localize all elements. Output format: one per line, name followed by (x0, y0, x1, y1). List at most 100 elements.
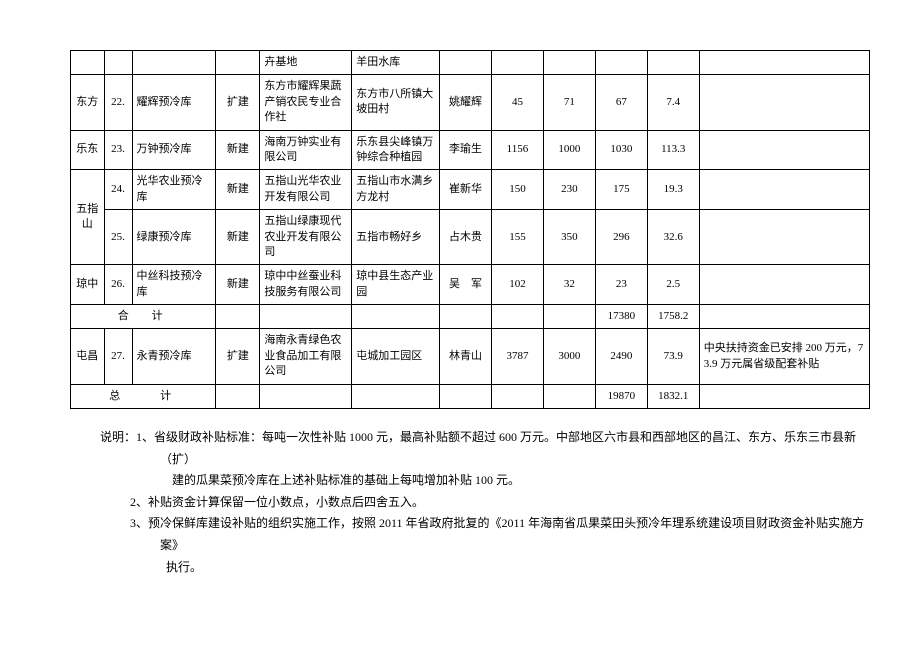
cell: 27. (104, 329, 132, 384)
region-cell: 乐东 (71, 130, 105, 170)
cell (352, 384, 440, 408)
cell: 150 (492, 170, 544, 210)
cell: 姚耀辉 (440, 75, 492, 130)
cell: 2.5 (647, 265, 699, 305)
cell: 海南万钟实业有限公司 (260, 130, 352, 170)
cell: 扩建 (216, 75, 260, 130)
table-row: 合 计173801758.2 (71, 305, 870, 329)
cell: 25. (104, 210, 132, 265)
cell: 71 (543, 75, 595, 130)
cell (352, 305, 440, 329)
cell (543, 305, 595, 329)
table-row: 总 计198701832.1 (71, 384, 870, 408)
table-row: 五指山24.光华农业预冷库新建五指山光华农业开发有限公司五指山市水满乡方龙村崔新… (71, 170, 870, 210)
table-row: 乐东23.万钟预冷库新建海南万钟实业有限公司乐东县尖峰镇万钟综合种植园李瑜生11… (71, 130, 870, 170)
cell (543, 384, 595, 408)
cell: 24. (104, 170, 132, 210)
cell: 永青预冷库 (132, 329, 216, 384)
note-2: 2、补贴资金计算保留一位小数点，小数点后四舍五入。 (100, 492, 870, 514)
cell: 3000 (543, 329, 595, 384)
cell (104, 51, 132, 75)
cell (132, 51, 216, 75)
cell: 扩建 (216, 329, 260, 384)
table-row: 琼中26.中丝科技预冷库新建琼中中丝蚕业科技服务有限公司琼中县生态产业园吴 军1… (71, 265, 870, 305)
cell: 3787 (492, 329, 544, 384)
cell: 卉基地 (260, 51, 352, 75)
cell (699, 170, 869, 210)
cell: 26. (104, 265, 132, 305)
region-cell (71, 51, 105, 75)
cell: 1758.2 (647, 305, 699, 329)
cell: 海南永青绿色农业食品加工有限公司 (260, 329, 352, 384)
cell: 230 (543, 170, 595, 210)
cell: 7.4 (647, 75, 699, 130)
cell: 155 (492, 210, 544, 265)
cell: 崔新华 (440, 170, 492, 210)
cell: 羊田水库 (352, 51, 440, 75)
total-label: 总 计 (71, 384, 216, 408)
note-3a: 3、预冷保鲜库建设补贴的组织实施工作，按照 2011 年省政府批复的《2011 … (100, 513, 870, 556)
cell: 琼中中丝蚕业科技服务有限公司 (260, 265, 352, 305)
notes-block: 说明：1、省级财政补贴标准：每吨一次性补贴 1000 元，最高补贴额不超过 60… (70, 427, 870, 578)
cell: 绿康预冷库 (132, 210, 216, 265)
cell (492, 51, 544, 75)
cell (699, 384, 869, 408)
cell: 102 (492, 265, 544, 305)
cell (699, 265, 869, 305)
cell: 五指山光华农业开发有限公司 (260, 170, 352, 210)
table-row: 25.绿康预冷库新建五指山绿康现代农业开发有限公司五指市畅好乡占木贵155350… (71, 210, 870, 265)
cell: 32 (543, 265, 595, 305)
subsidy-table: 卉基地羊田水库东方22.耀辉预冷库扩建东方市耀辉果蔬产销农民专业合作社东方市八所… (70, 50, 870, 409)
cell: 新建 (216, 265, 260, 305)
cell (440, 305, 492, 329)
cell (440, 51, 492, 75)
cell: 1030 (595, 130, 647, 170)
cell: 1156 (492, 130, 544, 170)
cell (699, 51, 869, 75)
table-row: 东方22.耀辉预冷库扩建东方市耀辉果蔬产销农民专业合作社东方市八所镇大坡田村姚耀… (71, 75, 870, 130)
cell: 中丝科技预冷库 (132, 265, 216, 305)
cell: 2490 (595, 329, 647, 384)
cell: 45 (492, 75, 544, 130)
region-cell: 琼中 (71, 265, 105, 305)
cell: 新建 (216, 130, 260, 170)
cell: 耀辉预冷库 (132, 75, 216, 130)
cell: 乐东县尖峰镇万钟综合种植园 (352, 130, 440, 170)
cell: 李瑜生 (440, 130, 492, 170)
cell (216, 384, 260, 408)
region-cell: 东方 (71, 75, 105, 130)
table-row: 卉基地羊田水库 (71, 51, 870, 75)
cell: 林青山 (440, 329, 492, 384)
cell: 东方市耀辉果蔬产销农民专业合作社 (260, 75, 352, 130)
cell (699, 210, 869, 265)
cell: 350 (543, 210, 595, 265)
cell (699, 75, 869, 130)
cell (543, 51, 595, 75)
note-1a: 说明：1、省级财政补贴标准：每吨一次性补贴 1000 元，最高补贴额不超过 60… (100, 427, 870, 470)
cell: 296 (595, 210, 647, 265)
cell: 19870 (595, 384, 647, 408)
cell: 新建 (216, 210, 260, 265)
cell (595, 51, 647, 75)
cell: 23 (595, 265, 647, 305)
cell: 屯城加工园区 (352, 329, 440, 384)
cell: 占木贵 (440, 210, 492, 265)
cell (216, 51, 260, 75)
cell: 光华农业预冷库 (132, 170, 216, 210)
note-3b: 执行。 (100, 557, 870, 579)
cell: 67 (595, 75, 647, 130)
cell (260, 305, 352, 329)
cell: 新建 (216, 170, 260, 210)
cell: 五指市畅好乡 (352, 210, 440, 265)
cell (216, 305, 260, 329)
cell (440, 384, 492, 408)
region-cell: 屯昌 (71, 329, 105, 384)
cell (492, 384, 544, 408)
cell: 73.9 (647, 329, 699, 384)
note-1b: 建的瓜果菜预冷库在上述补贴标准的基础上每吨增加补贴 100 元。 (100, 470, 870, 492)
cell: 东方市八所镇大坡田村 (352, 75, 440, 130)
cell: 1000 (543, 130, 595, 170)
cell: 五指山市水满乡方龙村 (352, 170, 440, 210)
region-cell: 五指山 (71, 170, 105, 265)
cell: 万钟预冷库 (132, 130, 216, 170)
